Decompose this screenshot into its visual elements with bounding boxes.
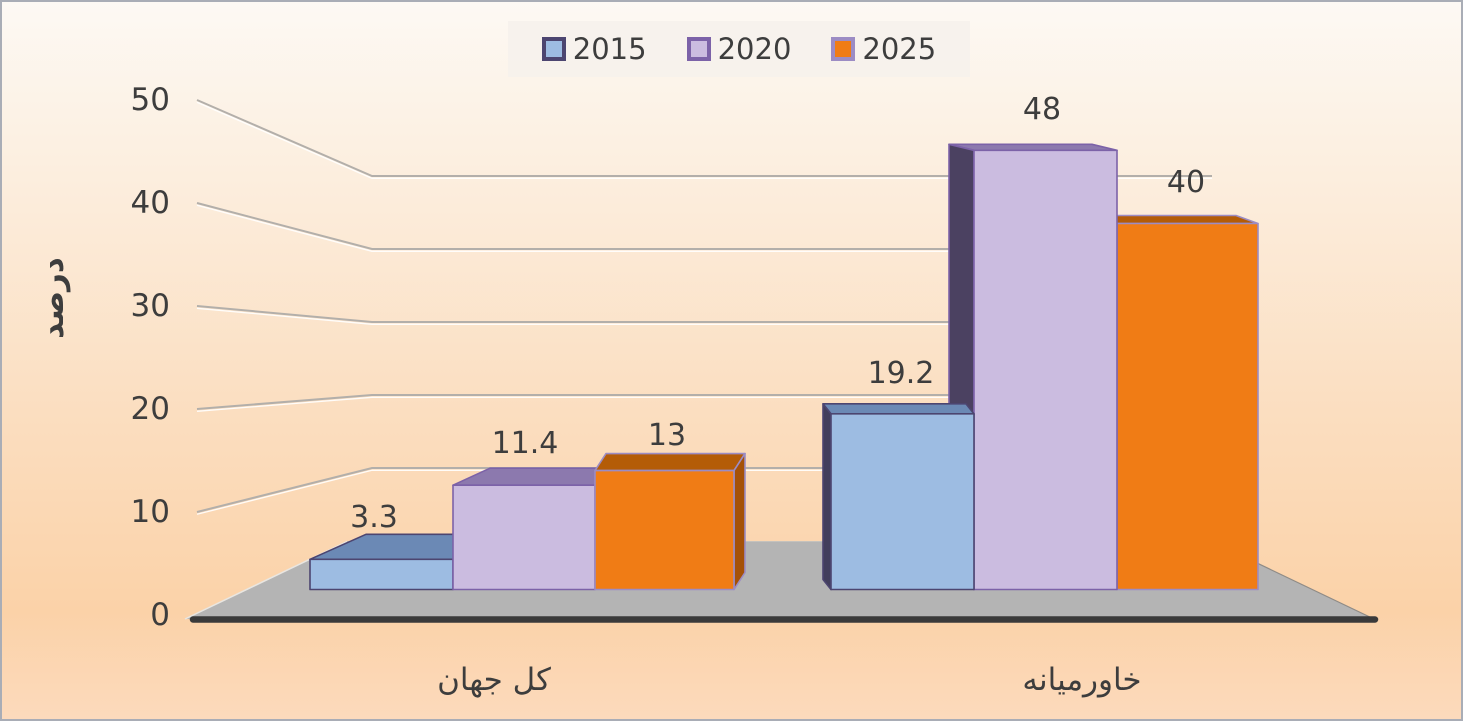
y-tick-label-0: 0 [150, 597, 170, 633]
y-tick-label-30: 30 [130, 288, 170, 324]
legend-swatch-2025 [831, 37, 856, 61]
gridline-highlight-20 [196, 396, 1212, 412]
legend-label-2015: 2015 [572, 32, 647, 66]
gridlines [196, 99, 1212, 515]
bar-front-face [830, 413, 975, 591]
bar-side-face [822, 403, 832, 591]
data-label-2015-cat0: 3.3 [350, 500, 398, 535]
gridline-highlight-30 [196, 307, 1212, 325]
legend-item-2020[interactable]: 2020 [686, 32, 792, 66]
bar-2025-cat1[interactable] [1094, 214, 1259, 591]
bar-side-face [733, 452, 746, 591]
bar-top-face [594, 452, 746, 472]
y-axis-title: درصد [35, 257, 71, 339]
category-label-middle-east: خاورمیانه [1022, 662, 1142, 698]
data-label-2020-cat1: 48 [1023, 92, 1061, 127]
legend-swatch-2020 [686, 37, 711, 61]
legend-item-2015[interactable]: 2015 [541, 32, 647, 66]
bars [309, 143, 1259, 591]
bar-front-face [973, 149, 1118, 591]
legend-swatch-2015 [541, 37, 566, 61]
bar-top-face [822, 403, 975, 415]
bar-top-face [1094, 214, 1259, 225]
y-tick-label-20: 20 [130, 391, 170, 427]
gridline-20 [196, 394, 1212, 410]
gridline-50 [196, 99, 1212, 177]
bar-2020-cat0[interactable] [452, 467, 633, 591]
y-tick-label-10: 10 [130, 494, 170, 530]
gridline-highlight-50 [196, 101, 1212, 179]
bar-top-face [948, 143, 1118, 152]
bar-2025-cat0[interactable] [594, 452, 746, 591]
legend-label-2025: 2025 [862, 32, 937, 66]
legend: 2015 2020 2025 [508, 21, 970, 77]
gridline-30 [196, 305, 1212, 323]
data-label-2025-cat0: 13 [648, 418, 686, 453]
bar-2015-cat1[interactable] [822, 403, 975, 591]
gridline-highlight-40 [196, 204, 1212, 252]
data-labels: 3.3 11.4 13 19.2 48 40 [350, 92, 1205, 535]
legend-label-2020: 2020 [717, 32, 792, 66]
bar-front-face [594, 469, 735, 591]
category-label-world: کل جهان [437, 662, 551, 698]
legend-item-2025[interactable]: 2025 [831, 32, 936, 66]
data-label-2020-cat0: 11.4 [492, 426, 559, 461]
data-label-2015-cat1: 19.2 [868, 356, 935, 391]
y-tick-label-40: 40 [130, 185, 170, 221]
y-tick-label-50: 50 [130, 82, 170, 118]
bar-front-face [1116, 222, 1259, 591]
gridline-40 [196, 202, 1212, 250]
bar-front-face [309, 558, 454, 591]
data-label-2025-cat1: 40 [1167, 165, 1205, 200]
bar-front-face [452, 484, 596, 591]
